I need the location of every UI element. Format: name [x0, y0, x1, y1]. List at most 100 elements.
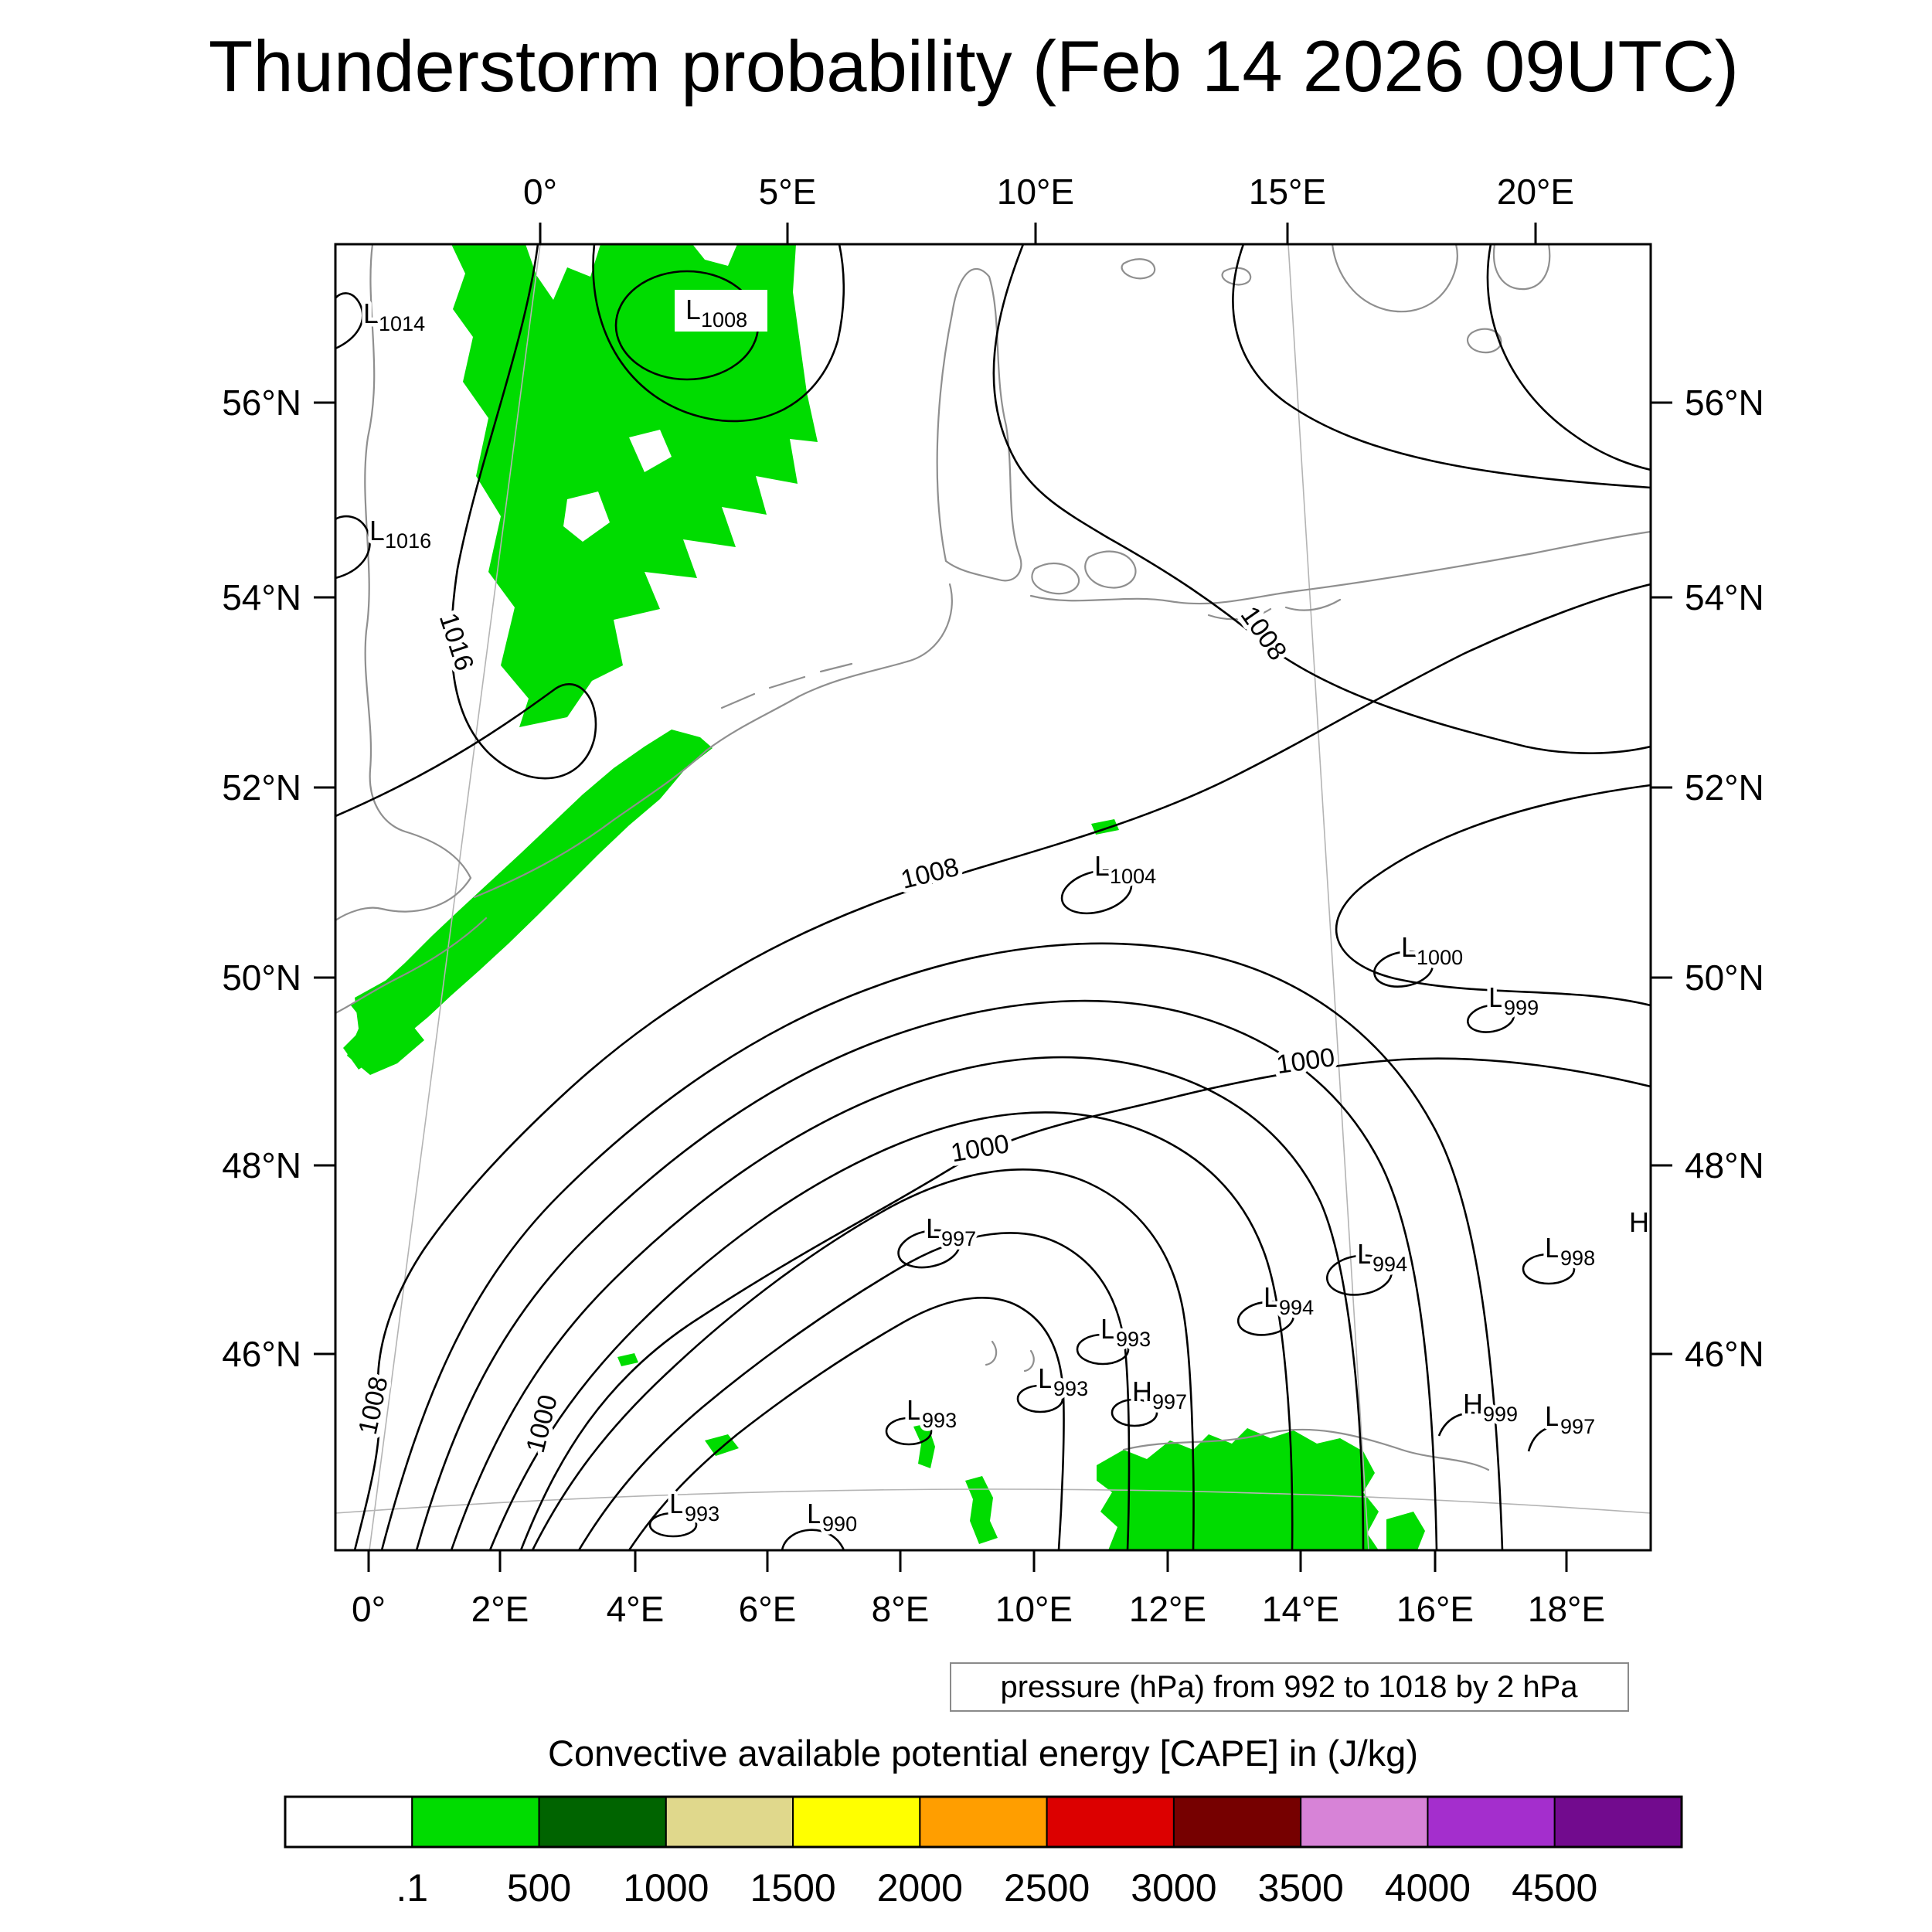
coastline-bornholm [1466, 328, 1502, 354]
isobar-closed-low [1236, 1301, 1295, 1336]
colorbar-tick-label: 3000 [1131, 1866, 1216, 1910]
left-axis-label: 56°N [222, 383, 301, 423]
coastline-bodden [1207, 598, 1342, 621]
colorbar-tick-label: 500 [507, 1866, 571, 1910]
colorbar-cell [284, 1796, 413, 1848]
pressure-center-label: L1000 [1401, 931, 1463, 969]
right-axis-label: 46°N [1685, 1334, 1764, 1374]
isobar-1008-southwest [353, 583, 1651, 1550]
cape-spot [617, 1353, 638, 1366]
colorbar [284, 1795, 1683, 1849]
pressure-center-label: H999 [1463, 1388, 1518, 1426]
left-axis-label: 54°N [222, 577, 301, 617]
isobar-1016-closed [335, 515, 371, 580]
cape-region-channel-blob [347, 978, 424, 1075]
map-frame [334, 243, 1652, 1552]
isobar-closed-low [1016, 1384, 1064, 1413]
coastline-german-bight [906, 583, 953, 663]
contour-inline-label: 1000 [949, 1129, 1012, 1168]
pressure-center-label: L1014 [363, 298, 425, 335]
top-axis-label: 10°E [997, 172, 1074, 212]
map-content: L1014 L1008 L1016 L1004 L1000 L999 L997 L994 L99… [335, 244, 1651, 1550]
graticule-meridian [369, 244, 541, 1550]
colorbar-tick-label: 2500 [1004, 1866, 1090, 1910]
cape-shading-layer [343, 244, 1425, 1550]
colorbar-border [284, 1795, 1683, 1849]
colorbar-tick-label: 4000 [1385, 1866, 1471, 1910]
contour-inline-label: 1008 [898, 852, 962, 895]
coastline-sweden-south [1331, 244, 1551, 313]
isobar-pack-7 [628, 1297, 1065, 1550]
top-axis-label: 5°E [759, 172, 817, 212]
pressure-center-label: L997 [926, 1213, 976, 1250]
isobar-closed-low [648, 1512, 698, 1538]
isobar-closed-low [1522, 1253, 1576, 1285]
bottom-axis-label: 12°E [1129, 1589, 1206, 1629]
graticule-parallel [335, 1488, 1651, 1514]
colorbar-cell [538, 1796, 667, 1848]
cape-region-north-italy-2 [1386, 1512, 1425, 1550]
top-axis-label: 15°E [1249, 172, 1326, 212]
bottom-axis-label: 0° [352, 1589, 386, 1629]
page-title: Thunderstorm probability (Feb 14 2026 09… [209, 26, 1739, 107]
graticule-meridian [1287, 244, 1369, 1550]
isobar-1014 [335, 292, 364, 350]
pressure-caption-text: pressure (hPa) from 992 to 1018 by 2 hPa [1000, 1670, 1578, 1704]
isobar-closed-low [1325, 1254, 1393, 1296]
isobar-closed-low [1373, 951, 1434, 988]
bottom-axis-label: 10°E [995, 1589, 1073, 1629]
pressure-center-label: L997 [1545, 1400, 1595, 1438]
isobar-closed-low [897, 1229, 961, 1269]
isobar-closed-low-arc [781, 1529, 845, 1550]
contour-inline-label: 1000 [521, 1392, 563, 1456]
axis-ticks [314, 223, 1672, 1572]
isobar-low-1008-outer [592, 244, 845, 423]
isobar-layer [335, 244, 1651, 1550]
pressure-center-label: L993 [1038, 1362, 1088, 1400]
contour-inline-label: 1016 [434, 610, 480, 675]
cape-spot-alps [965, 1476, 998, 1544]
colorbar-tick-label: 4500 [1512, 1866, 1597, 1910]
colorbar-cell [1427, 1796, 1556, 1848]
coastline-danish-isles [1031, 550, 1137, 595]
colorbar-tick-label: 3500 [1258, 1866, 1344, 1910]
isobar-pack-6 [577, 1232, 1131, 1550]
top-axis-labels: 0° 5°E 10°E 15°E 20°E [523, 172, 1574, 212]
isobar-pack-1 [380, 942, 1504, 1550]
pressure-center-label: L1004 [1094, 850, 1156, 888]
coastline-frisian-islands [720, 662, 853, 709]
bottom-axis-label: 16°E [1396, 1589, 1474, 1629]
cape-region-north-italy [1097, 1428, 1379, 1550]
coastline-layer [335, 244, 1651, 1471]
pressure-center-label: H [1629, 1206, 1649, 1238]
coastline-alpine-lakes [985, 1340, 1035, 1372]
contour-label-box [675, 290, 767, 332]
isobar-1000-long [519, 1057, 1651, 1550]
isobar-pack-2 [415, 999, 1438, 1550]
left-axis-labels: 56°N 54°N 52°N 50°N 48°N 46°N [222, 383, 301, 1374]
pressure-caption-box [950, 1662, 1629, 1712]
pressure-center-label: L998 [1545, 1232, 1595, 1270]
left-axis-label: 50°N [222, 957, 301, 998]
colorbar-title: Convective available potential energy [C… [548, 1733, 1418, 1774]
cape-region-north-sea [451, 244, 818, 727]
left-axis-label: 46°N [222, 1334, 301, 1374]
pressure-center-label: L994 [1357, 1238, 1407, 1276]
right-axis-label: 54°N [1685, 577, 1764, 617]
isobar-northeast-3 [1486, 244, 1651, 471]
coastline-straits-islands [1121, 258, 1252, 286]
bottom-axis-labels: 0° 2°E 4°E 6°E 8°E 10°E 12°E 14°E 16°E 18°E [352, 1589, 1605, 1629]
right-axis-label: 50°N [1685, 957, 1764, 998]
cape-hole [563, 492, 610, 542]
graticule-layer [335, 244, 1651, 1550]
pressure-center-label: L993 [1100, 1313, 1151, 1351]
pressure-center-label: L999 [1488, 981, 1539, 1019]
isobar-high-hook [1437, 1411, 1489, 1437]
isobar-closed-low [1467, 1004, 1515, 1033]
isobar-east-meander [1335, 784, 1651, 1007]
isobar-low-hook [1527, 1425, 1570, 1452]
isobar-northeast-2 [1232, 244, 1651, 489]
contour-inline-label: 1008 [353, 1374, 394, 1437]
